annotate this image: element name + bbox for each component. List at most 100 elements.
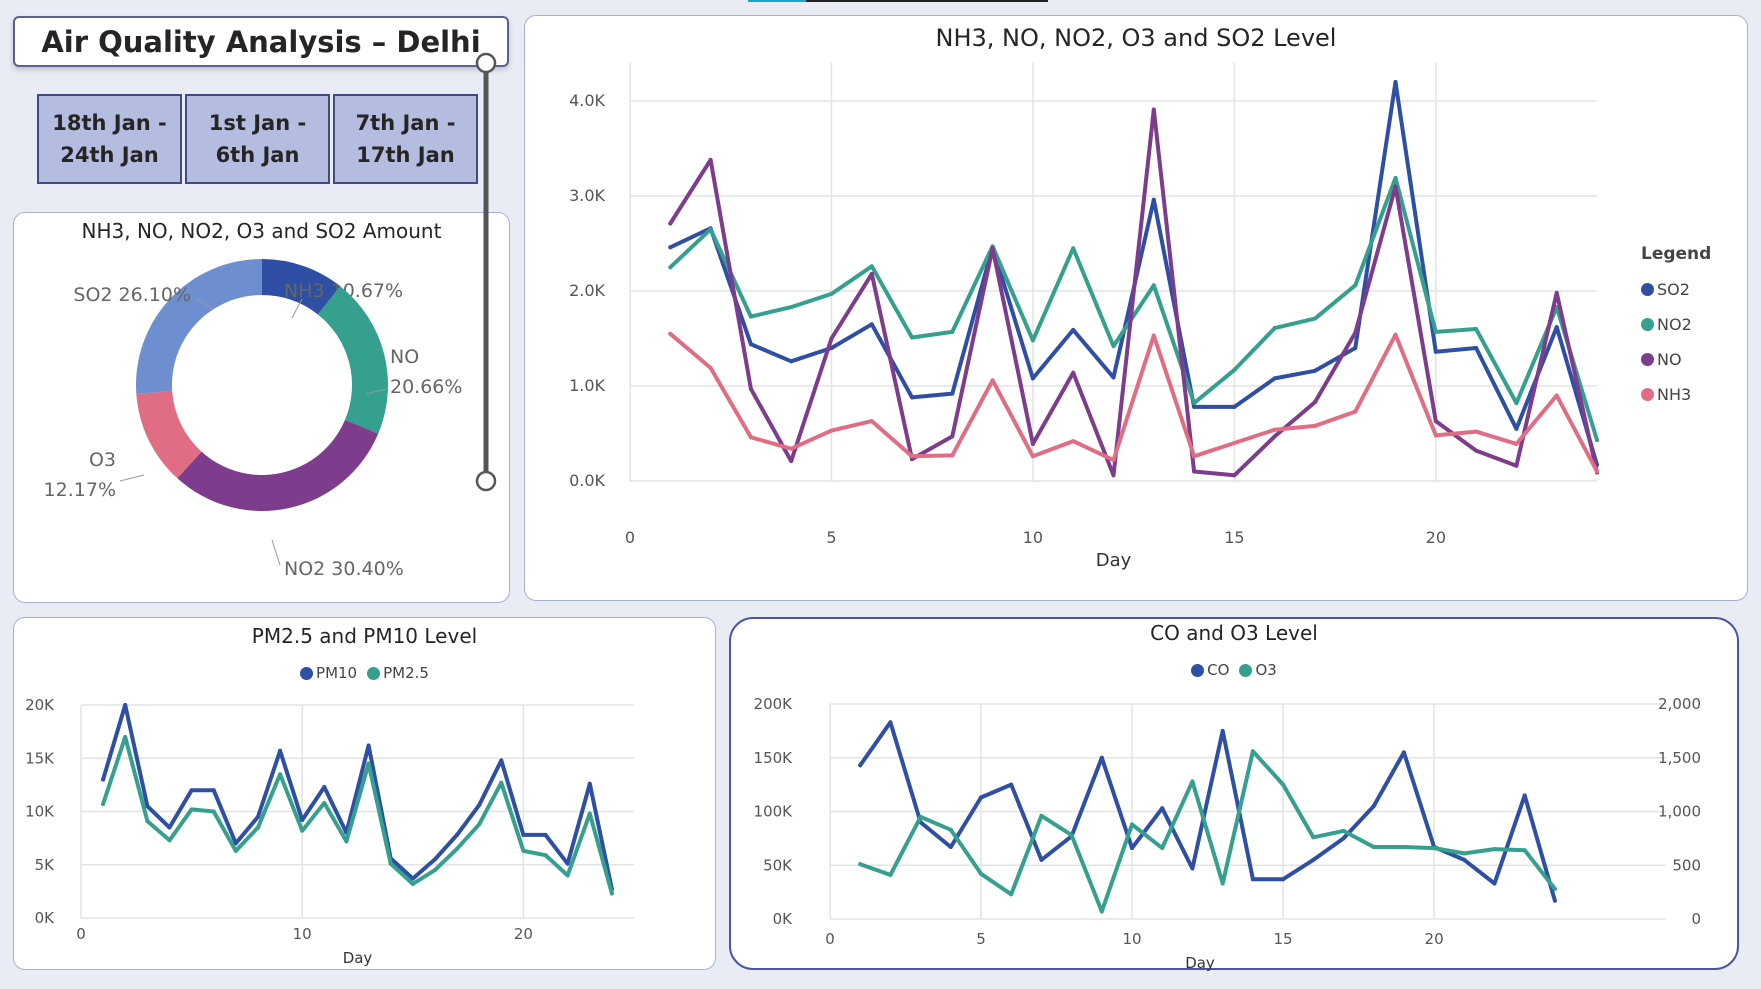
- data-point-pm10: [521, 832, 526, 837]
- legend-item-no[interactable]: NO: [1641, 342, 1711, 377]
- data-point-o3: [1039, 813, 1044, 818]
- data-point-o3: [1190, 779, 1195, 784]
- legend-title: Legend: [1641, 244, 1712, 264]
- data-point-pm10: [211, 788, 216, 793]
- data-point-co: [1160, 806, 1165, 811]
- y-tick-label: 0.0K: [569, 471, 605, 490]
- data-point-no2: [1312, 316, 1317, 321]
- data-point-pm10: [587, 781, 592, 786]
- data-point-co: [1311, 857, 1316, 862]
- y-tick-label: 150K: [754, 749, 794, 767]
- x-tick-label: 20: [514, 925, 533, 943]
- data-point-no2: [789, 305, 794, 310]
- data-point-no2: [1353, 283, 1358, 288]
- data-point-co: [888, 720, 893, 725]
- data-point-pm10: [543, 832, 548, 837]
- data-point-nh3: [1353, 409, 1358, 414]
- legend-marker-so2: [1641, 283, 1654, 296]
- data-point-o3: [1401, 844, 1406, 849]
- donut-chart-title: NH3, NO, NO2, O3 and SO2 Amount: [81, 219, 442, 243]
- data-point-no2: [950, 329, 955, 334]
- data-point-nh3: [789, 446, 794, 451]
- y-tick-label: 200K: [754, 695, 794, 713]
- data-point-no: [1393, 184, 1398, 189]
- data-point-pm2-5: [521, 848, 526, 853]
- y-tick-label: 100K: [754, 803, 794, 821]
- data-point-o3: [1432, 846, 1437, 851]
- data-point-co: [979, 795, 984, 800]
- data-point-so2: [1272, 376, 1277, 381]
- data-point-co: [1099, 755, 1104, 760]
- data-point-no: [1192, 469, 1197, 474]
- data-point-no2: [1474, 327, 1479, 331]
- legend-item-pm10[interactable]: PM10: [300, 664, 357, 682]
- data-point-no: [1312, 400, 1317, 405]
- data-point-nh3: [748, 435, 753, 440]
- data-point-pm2-5: [123, 734, 128, 739]
- data-point-no: [1514, 463, 1519, 468]
- legend-item-so2[interactable]: SO2: [1641, 272, 1711, 307]
- gas-levels-chart-title: NH3, NO, NO2, O3 and SO2 Level: [935, 24, 1337, 52]
- x-tick-label: 10: [1023, 528, 1043, 547]
- x-tick-label: 0: [76, 925, 86, 943]
- data-point-pm10: [255, 814, 260, 819]
- data-point-pm2-5: [587, 811, 592, 816]
- donut-slice-so2: [136, 259, 262, 394]
- data-point-nh3: [1192, 454, 1197, 459]
- date-range-button-jan-18-24[interactable]: 18th Jan - 24th Jan: [37, 94, 182, 184]
- donut-data-label-o3: 12.17%: [44, 479, 116, 501]
- data-point-co: [1220, 728, 1225, 733]
- co-o3-chart-title: CO and O3 Level: [1150, 621, 1318, 645]
- y2-tick-label: 1,000: [1658, 803, 1701, 821]
- data-point-co: [1552, 898, 1557, 903]
- data-point-o3: [1250, 749, 1255, 754]
- data-point-so2: [1071, 327, 1076, 332]
- data-point-o3: [1099, 909, 1104, 914]
- y-tick-label: 15K: [25, 749, 55, 767]
- data-point-nh3: [1474, 429, 1479, 434]
- data-point-co: [1039, 857, 1044, 862]
- data-point-pm10: [322, 785, 327, 790]
- legend-item-pm25[interactable]: PM2.5: [367, 664, 429, 682]
- data-point-co: [1401, 750, 1406, 755]
- data-point-pm10: [278, 748, 283, 753]
- data-point-pm2-5: [211, 809, 216, 814]
- data-point-so2: [1111, 375, 1116, 380]
- y2-tick-label: 2,000: [1658, 695, 1701, 713]
- data-point-pm10: [145, 804, 150, 809]
- data-point-pm10: [300, 818, 305, 823]
- donut-data-label-no2: NO2 30.40%: [284, 558, 404, 580]
- data-point-pm10: [410, 876, 415, 881]
- data-point-pm2-5: [322, 800, 327, 805]
- data-point-o3: [918, 814, 923, 819]
- data-point-nh3: [1151, 333, 1156, 338]
- donut-data-label-o3: O3: [89, 449, 116, 471]
- x-tick-label: 5: [976, 930, 986, 948]
- legend-marker-nh3: [1641, 388, 1654, 401]
- data-point-nh3: [1272, 427, 1277, 432]
- donut-slice-nh3: [262, 259, 341, 315]
- legend-marker-pm10: [300, 666, 314, 680]
- legend-item-nh3[interactable]: NH3: [1641, 377, 1711, 412]
- data-point-pm2-5: [233, 848, 238, 853]
- data-point-pm2-5: [300, 828, 305, 833]
- series-line-no: [668, 107, 1599, 478]
- pm-levels-line-chart: 0K 5K 10K 15K 20K 0 10 20 Day: [25, 696, 634, 967]
- data-point-no2: [1595, 438, 1599, 443]
- y-tick-label: 1.0K: [569, 376, 605, 395]
- data-point-pm10: [499, 758, 504, 763]
- data-point-no2: [708, 227, 713, 232]
- data-point-pm10: [123, 703, 128, 707]
- data-point-co: [1462, 857, 1467, 862]
- x-tick-label: 0: [825, 930, 835, 948]
- legend-item-co[interactable]: CO: [1191, 661, 1229, 679]
- data-point-co: [1522, 793, 1527, 798]
- date-range-button-jan-1-6[interactable]: 1st Jan - 6th Jan: [185, 94, 330, 184]
- date-range-button-jan-7-17[interactable]: 7th Jan - 17th Jan: [333, 94, 478, 184]
- data-point-nh3: [1232, 441, 1237, 445]
- data-point-so2: [1393, 80, 1398, 84]
- data-point-no2: [869, 264, 874, 269]
- data-point-no2: [910, 335, 915, 340]
- legend-item-o3[interactable]: O3: [1239, 661, 1277, 679]
- legend-item-no2[interactable]: NO2: [1641, 307, 1711, 342]
